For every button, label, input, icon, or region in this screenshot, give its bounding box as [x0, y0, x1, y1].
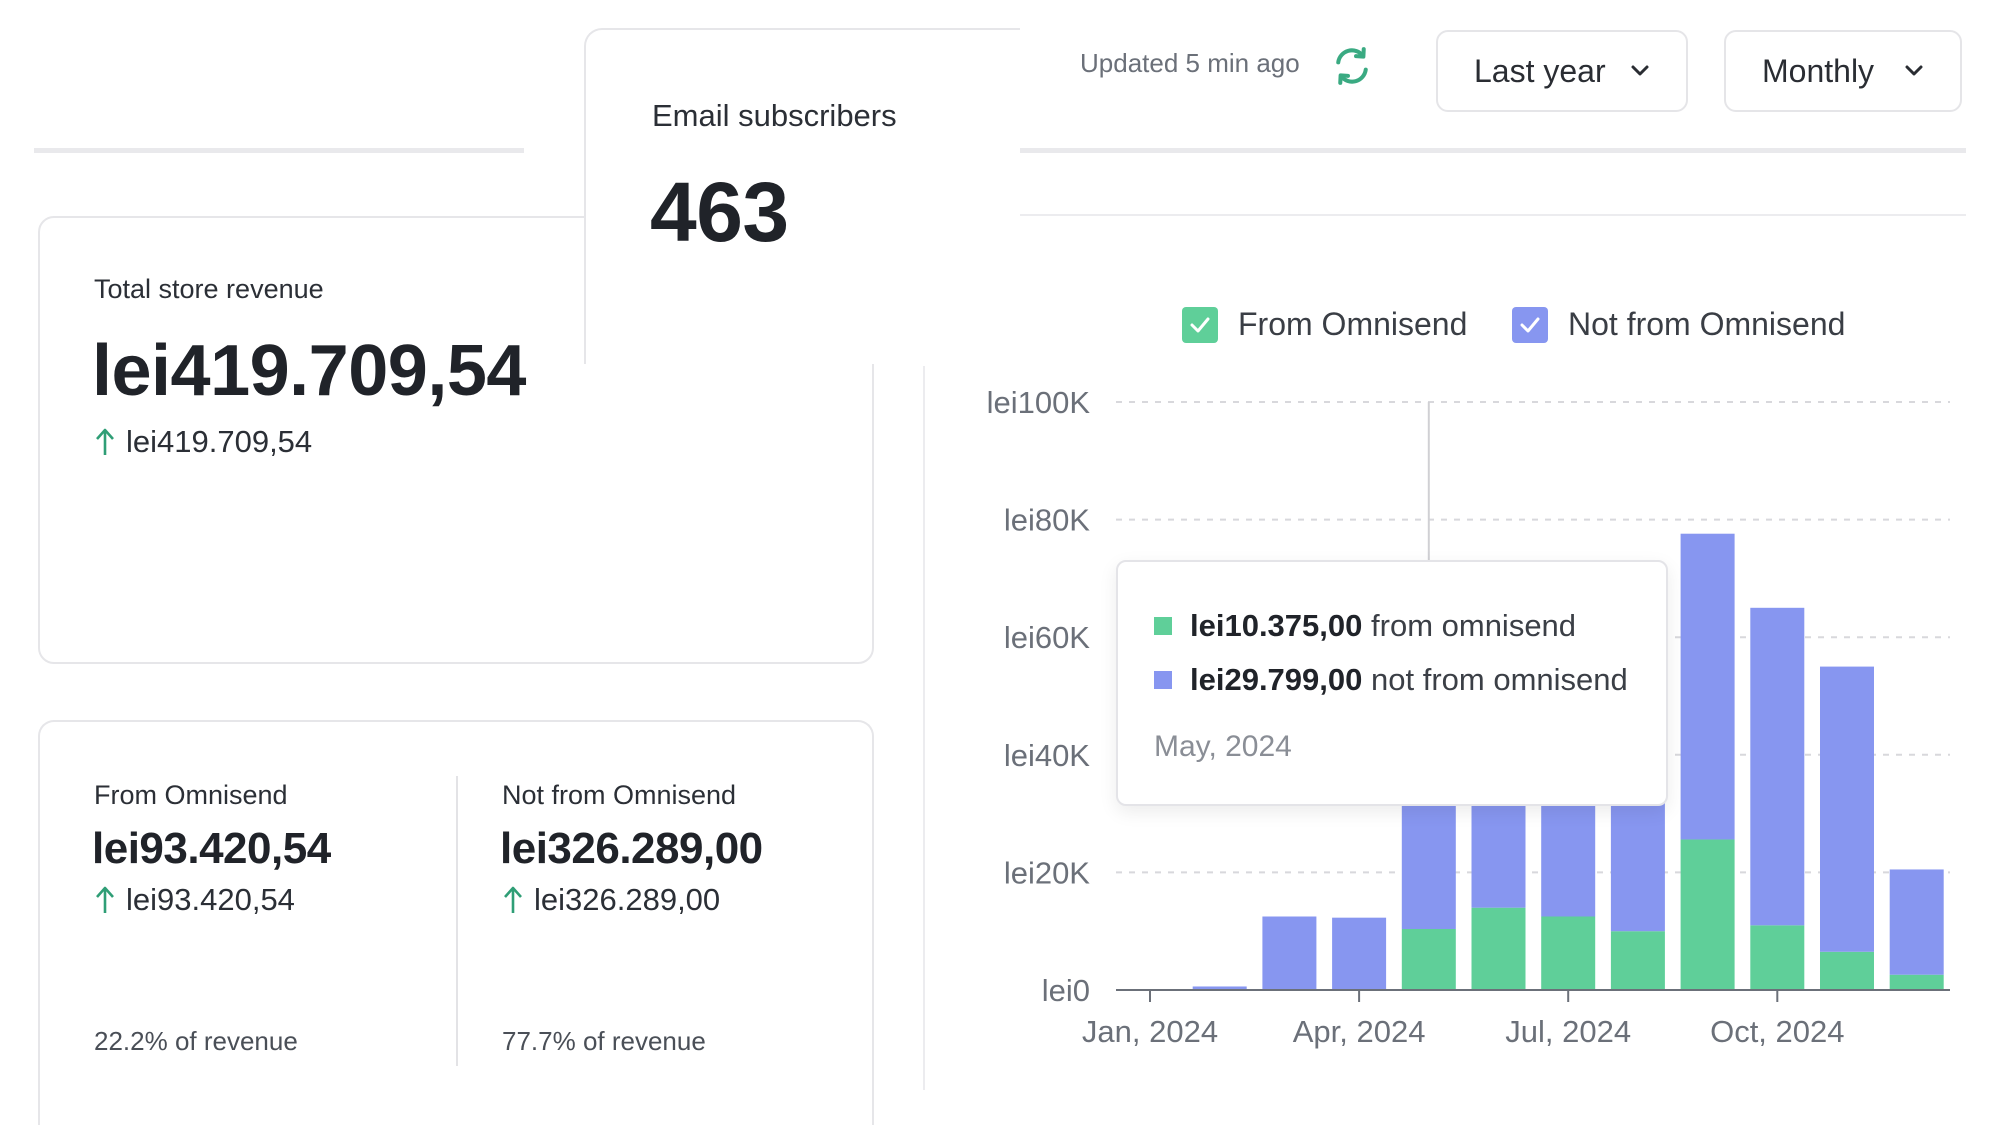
total-revenue-delta: lei419.709,54 [94, 424, 312, 460]
email-subscribers-value: 463 [650, 165, 789, 259]
x-tick-label: Oct, 2024 [1710, 1014, 1844, 1049]
chevron-down-icon [1631, 65, 1649, 76]
bar-from-omnisend [1680, 839, 1735, 990]
from-omnisend-share: 22.2% of revenue [94, 1026, 298, 1056]
chevron-down-icon [1905, 65, 1923, 76]
from-omnisend-value: lei93.420,54 [92, 824, 331, 873]
bar-from-omnisend [1750, 925, 1805, 990]
x-tick-label: Jan, 2024 [1082, 1014, 1218, 1049]
total-revenue-value: lei419.709,54 [92, 331, 526, 411]
bar-not-from-omnisend [1680, 533, 1735, 840]
y-tick-label: lei20K [1004, 855, 1090, 890]
tooltip-from-swatch [1154, 617, 1172, 635]
refresh-icon[interactable] [1330, 44, 1374, 88]
arrow-up-icon [504, 886, 522, 913]
tooltip-from-value: lei10.375,00 [1190, 608, 1363, 643]
header-divider-left [34, 148, 524, 153]
legend-not-from-omnisend[interactable]: Not from Omnisend [1512, 306, 1845, 343]
bar-from-omnisend [1820, 951, 1874, 990]
y-tick-label: lei0 [1042, 973, 1090, 1008]
tooltip-not-from-row: lei29.799,00 not from omnisend [1154, 662, 1628, 698]
checkbox-checked-icon[interactable] [1182, 306, 1218, 343]
tooltip-from-row: lei10.375,00 from omnisend [1154, 608, 1576, 644]
tooltip-from-suffix: from omnisend [1371, 608, 1577, 643]
bar-not-from-omnisend [1192, 986, 1247, 990]
x-tick-label: Jul, 2024 [1505, 1014, 1631, 1049]
bar-not-from-omnisend [1889, 869, 1944, 975]
panel-divider [923, 366, 925, 1090]
tooltip-date: May, 2024 [1154, 730, 1292, 763]
y-tick-label: lei60K [1004, 620, 1090, 655]
bar-from-omnisend [1541, 916, 1596, 990]
x-tick-label: Apr, 2024 [1293, 1014, 1426, 1049]
bar-not-from-omnisend [1820, 666, 1874, 952]
legend-not-from-label: Not from Omnisend [1568, 306, 1846, 342]
legend-from-label: From Omnisend [1238, 306, 1468, 342]
granularity-select-value: Monthly [1762, 52, 1875, 89]
header-divider-right [1018, 148, 1966, 153]
period-select[interactable]: Last year [1436, 30, 1688, 112]
tooltip-not-from-value: lei29.799,00 [1190, 662, 1363, 697]
tooltip-not-from-suffix: not from omnisend [1371, 662, 1628, 697]
from-omnisend-delta-value: lei93.420,54 [126, 882, 295, 917]
legend-from-omnisend[interactable]: From Omnisend [1182, 306, 1467, 343]
total-revenue-label: Total store revenue [94, 274, 324, 304]
revenue-split-card: From Omnisend lei93.420,54 lei93.420,54 … [38, 720, 874, 1125]
tooltip-not-from-swatch [1154, 671, 1172, 689]
checkbox-checked-icon[interactable] [1512, 306, 1548, 343]
y-tick-label: lei40K [1004, 738, 1090, 773]
period-select-value: Last year [1474, 52, 1606, 89]
not-from-omnisend-share: 77.7% of revenue [502, 1026, 706, 1056]
chart-tooltip: lei10.375,00 from omnisend lei29.799,00 … [1116, 560, 1668, 806]
bar-from-omnisend [1471, 907, 1526, 990]
email-subscribers-card: Email subscribers 463 [584, 28, 1020, 364]
bar-not-from-omnisend [1750, 607, 1805, 926]
y-tick-label: lei100K [987, 385, 1091, 420]
bar-not-from-omnisend [1262, 916, 1317, 990]
bar-from-omnisend [1610, 931, 1665, 990]
not-from-omnisend-value: lei326.289,00 [500, 824, 763, 873]
bar-from-omnisend [1401, 928, 1456, 990]
bar-not-from-omnisend [1332, 917, 1387, 990]
email-subscribers-label: Email subscribers [652, 98, 897, 133]
not-from-omnisend-delta: lei326.289,00 [502, 882, 720, 918]
not-from-omnisend-delta-value: lei326.289,00 [534, 882, 721, 917]
split-divider [456, 776, 458, 1066]
total-revenue-delta-value: lei419.709,54 [126, 424, 313, 459]
bar-from-omnisend [1889, 974, 1944, 990]
arrow-up-icon [96, 886, 114, 913]
not-from-omnisend-label: Not from Omnisend [502, 780, 737, 810]
from-omnisend-delta: lei93.420,54 [94, 882, 295, 918]
y-tick-label: lei80K [1004, 503, 1090, 538]
from-omnisend-label: From Omnisend [94, 780, 288, 810]
chart-top-divider [1018, 214, 1966, 216]
arrow-up-icon [96, 428, 114, 455]
granularity-select[interactable]: Monthly [1724, 30, 1962, 112]
updated-status: Updated 5 min ago [1080, 48, 1300, 78]
